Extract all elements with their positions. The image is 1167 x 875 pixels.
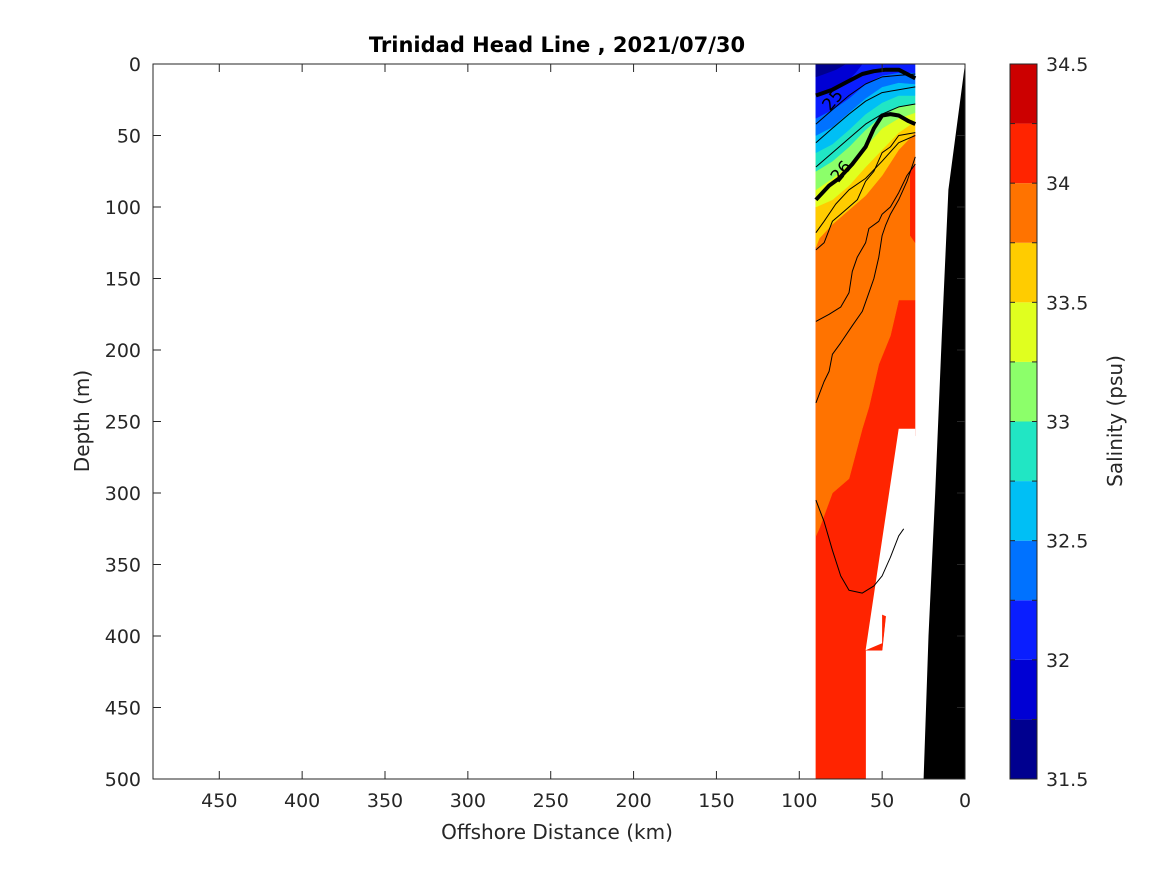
colorbar-tick-label: 31.5 [1046,769,1088,791]
colorbar-swatch [1010,302,1037,362]
y-tick-label: 450 [105,698,141,720]
colorbar-swatch [1010,481,1037,541]
colorbar-tick-label: 34 [1046,173,1070,195]
colorbar-tick-label: 33 [1046,412,1070,434]
y-tick-label: 100 [105,197,141,219]
colorbar-swatch [1010,659,1037,720]
density-contour-thin-2 [815,163,916,322]
density-contour-thin-5 [815,135,916,233]
colorbar-tick-label: 32 [1046,650,1070,672]
x-tick-label: 0 [959,790,971,812]
y-tick-label: 400 [105,626,141,648]
x-tick-label: 100 [781,790,817,812]
x-tick-label: 200 [615,790,651,812]
colorbar-swatch [1010,600,1037,660]
colorbar-tick-label: 33.5 [1046,292,1088,314]
colorbar-tick-label: 32.5 [1046,531,1088,553]
y-tick-label: 300 [105,483,141,505]
colorbar-label: Salinity (psu) [1103,355,1127,487]
density-contour-thin-7 [815,86,916,144]
colorbar-swatch [1010,361,1037,422]
density-contour-thin-1 [815,156,916,404]
density-contour-thin-8 [815,73,916,125]
x-axis: 450 400 350 300 250 200 150 100 50 0 [201,64,971,812]
x-axis-label: Offshore Distance (km) [441,820,673,844]
y-tick-label: 200 [105,340,141,362]
colorbar: 31.5 32 32.5 33 33.5 34 34.5 [1009,54,1088,791]
colorbar-swatch [1010,719,1037,779]
colorbar-swatch [1010,421,1037,482]
colorbar-swatch [1010,540,1037,601]
x-tick-label: 50 [870,790,894,812]
y-tick-label: 250 [105,412,141,434]
salinity-band-34.0-34.25 [910,163,916,244]
x-tick-label: 400 [284,790,320,812]
y-axis: 0 50 100 150 200 250 300 350 400 450 500 [105,54,965,791]
density-contour-thin-4 [815,499,905,594]
colorbar-swatch [1010,123,1037,184]
density-contour-25 [815,67,917,98]
colorbar-swatch [1010,242,1037,303]
y-tick-label: 350 [105,555,141,577]
bathymetry-shelf [923,64,965,779]
y-tick-label: 150 [105,269,141,291]
chart-title: Trinidad Head Line , 2021/07/30 [369,33,745,57]
x-tick-label: 300 [450,790,486,812]
no-data-gap-2 [865,428,916,779]
colorbar-swatch [1010,183,1037,243]
colorbar-swatch [1010,64,1037,124]
density-contour-thin-6 [815,103,916,168]
y-tick-label: 50 [117,126,141,148]
salinity-band-31.5-31.75 [815,64,847,78]
colorbar-tick-label: 34.5 [1046,54,1088,76]
x-tick-label: 350 [367,790,403,812]
y-axis-label: Depth (m) [70,370,94,472]
density-contour-thin-3 [815,132,916,251]
density-contour-26 [814,112,917,202]
y-tick-label: 500 [105,769,141,791]
x-tick-label: 150 [698,790,734,812]
x-tick-label: 250 [533,790,569,812]
x-tick-label: 450 [201,790,237,812]
y-tick-label: 0 [129,54,141,76]
